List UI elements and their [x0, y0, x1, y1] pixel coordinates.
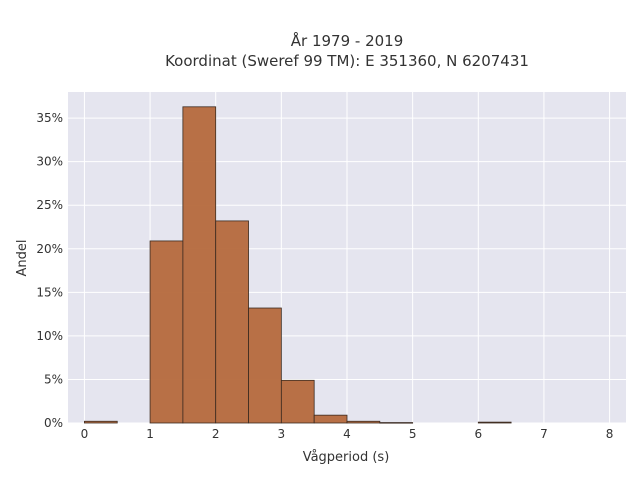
- x-tick-label: 2: [212, 427, 220, 441]
- x-axis-ticks: 0 1 2 3 4 5 6 7 8: [81, 427, 614, 441]
- histogram-bar: [215, 220, 249, 424]
- histogram-bar: [313, 414, 348, 424]
- y-axis-ticks: 0% 5% 10% 15% 20% 25% 30% 35%: [36, 111, 63, 430]
- y-axis-title: Andel: [15, 240, 30, 277]
- histogram-bar: [84, 420, 118, 424]
- x-tick-label: 0: [81, 427, 89, 441]
- x-tick-label: 1: [146, 427, 154, 441]
- y-tick-label: 30%: [36, 155, 63, 169]
- y-tick-label: 25%: [36, 198, 63, 212]
- histogram-bar: [248, 307, 282, 424]
- y-tick-label: 15%: [36, 285, 63, 299]
- histogram-bar: [149, 240, 184, 424]
- y-tick-label: 20%: [36, 242, 63, 256]
- x-axis-title: Vågperiod (s): [303, 450, 390, 465]
- histogram-bar: [182, 106, 217, 424]
- y-tick-label: 5%: [44, 372, 63, 386]
- histogram-bar: [477, 421, 512, 424]
- x-tick-label: 8: [606, 427, 614, 441]
- x-tick-label: 6: [474, 427, 482, 441]
- bars: [84, 106, 512, 424]
- chart-subtitle: Koordinat (Sweref 99 TM): E 351360, N 62…: [165, 52, 529, 70]
- histogram-bar: [379, 422, 414, 424]
- y-tick-label: 0%: [44, 416, 63, 430]
- x-tick-label: 7: [540, 427, 548, 441]
- x-tick-label: 4: [343, 427, 351, 441]
- y-tick-label: 10%: [36, 329, 63, 343]
- histogram-bar: [280, 379, 315, 424]
- x-tick-label: 5: [409, 427, 417, 441]
- x-tick-label: 3: [278, 427, 286, 441]
- chart-title: År 1979 - 2019: [291, 31, 404, 50]
- y-tick-label: 35%: [36, 111, 63, 125]
- histogram-bar: [346, 420, 381, 424]
